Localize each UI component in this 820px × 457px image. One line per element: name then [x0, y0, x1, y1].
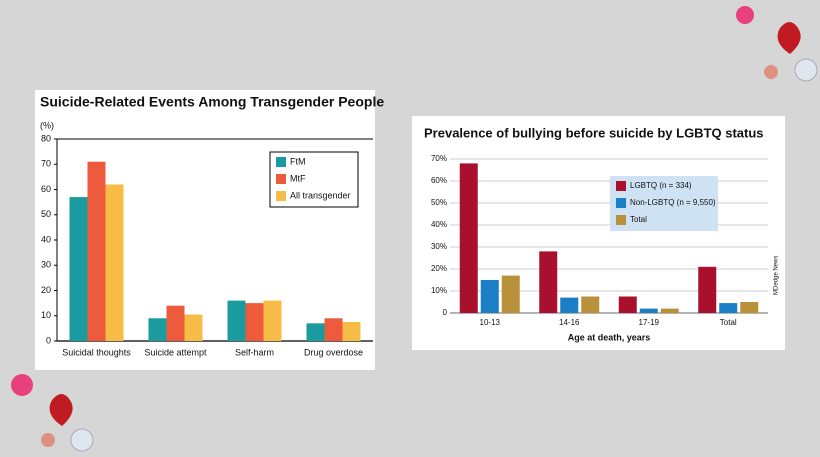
y-tick-label: 70 [41, 159, 51, 169]
y-tick-label: 60 [41, 184, 51, 194]
x-tick-label: Self-harm [235, 347, 274, 357]
legend-swatch [276, 157, 286, 167]
y-tick-label: 80 [41, 133, 51, 143]
x-tick-label: Suicide attempt [144, 347, 207, 357]
bar [639, 308, 658, 313]
bar [166, 305, 185, 341]
bar [105, 184, 124, 341]
bar [480, 280, 499, 313]
legend-swatch [276, 174, 286, 184]
x-tick-label: 14-16 [559, 318, 580, 327]
bar [560, 297, 579, 313]
y-tick-label: 50 [41, 209, 51, 219]
legend-label: LGBTQ (n = 334) [630, 181, 692, 190]
bar [459, 163, 478, 313]
bar [342, 322, 361, 341]
legend-label: Non-LGBTQ (n = 9,550) [630, 198, 716, 207]
bar [69, 197, 88, 341]
bar [263, 300, 282, 341]
bar [227, 300, 246, 341]
bar [698, 266, 717, 313]
bar [719, 303, 738, 313]
y-tick-label: 40% [431, 220, 447, 229]
legend-label: MtF [290, 173, 306, 183]
y-axis-label: (%) [40, 120, 54, 130]
y-tick-label: 20 [41, 285, 51, 295]
bar [245, 303, 264, 341]
legend-label: All transgender [290, 190, 351, 200]
bar [87, 161, 106, 341]
bar [618, 296, 637, 313]
y-tick-label: 50% [431, 198, 447, 207]
y-tick-label: 30 [41, 260, 51, 270]
bar [740, 302, 759, 313]
y-tick-label: 10 [41, 310, 51, 320]
legend-swatch [616, 215, 626, 225]
x-axis-label: Age at death, years [568, 332, 651, 342]
legend-box [610, 176, 718, 231]
x-tick-label: Drug overdose [304, 347, 363, 357]
legend-swatch [616, 198, 626, 208]
y-tick-label: 10% [431, 286, 447, 295]
x-tick-label: 10-13 [480, 318, 501, 327]
y-tick-label: 30% [431, 242, 447, 251]
bar [184, 314, 203, 341]
y-tick-label: 70% [431, 154, 447, 163]
bar [306, 323, 325, 341]
legend-label: FtM [290, 156, 306, 166]
y-tick-label: 40 [41, 234, 51, 244]
legend-label: Total [630, 215, 647, 224]
legend-swatch [276, 191, 286, 201]
y-tick-label: 0 [443, 308, 448, 317]
x-tick-label: Total [720, 318, 737, 327]
x-tick-label: 17-19 [639, 318, 660, 327]
y-tick-label: 20% [431, 264, 447, 273]
bar [539, 251, 558, 313]
chart-title: Prevalence of bullying before suicide by… [424, 125, 764, 140]
chart-title: Suicide-Related Events Among Transgender… [40, 94, 384, 110]
bar [324, 318, 343, 341]
bar [581, 296, 600, 313]
decoration [11, 6, 818, 452]
bar [660, 308, 679, 313]
credit: MDedge News [774, 256, 780, 295]
x-tick-label: Suicidal thoughts [62, 347, 131, 357]
y-tick-label: 0 [46, 335, 51, 345]
bar [148, 318, 167, 341]
bar [501, 275, 520, 313]
y-tick-label: 60% [431, 176, 447, 185]
legend-swatch [616, 181, 626, 191]
